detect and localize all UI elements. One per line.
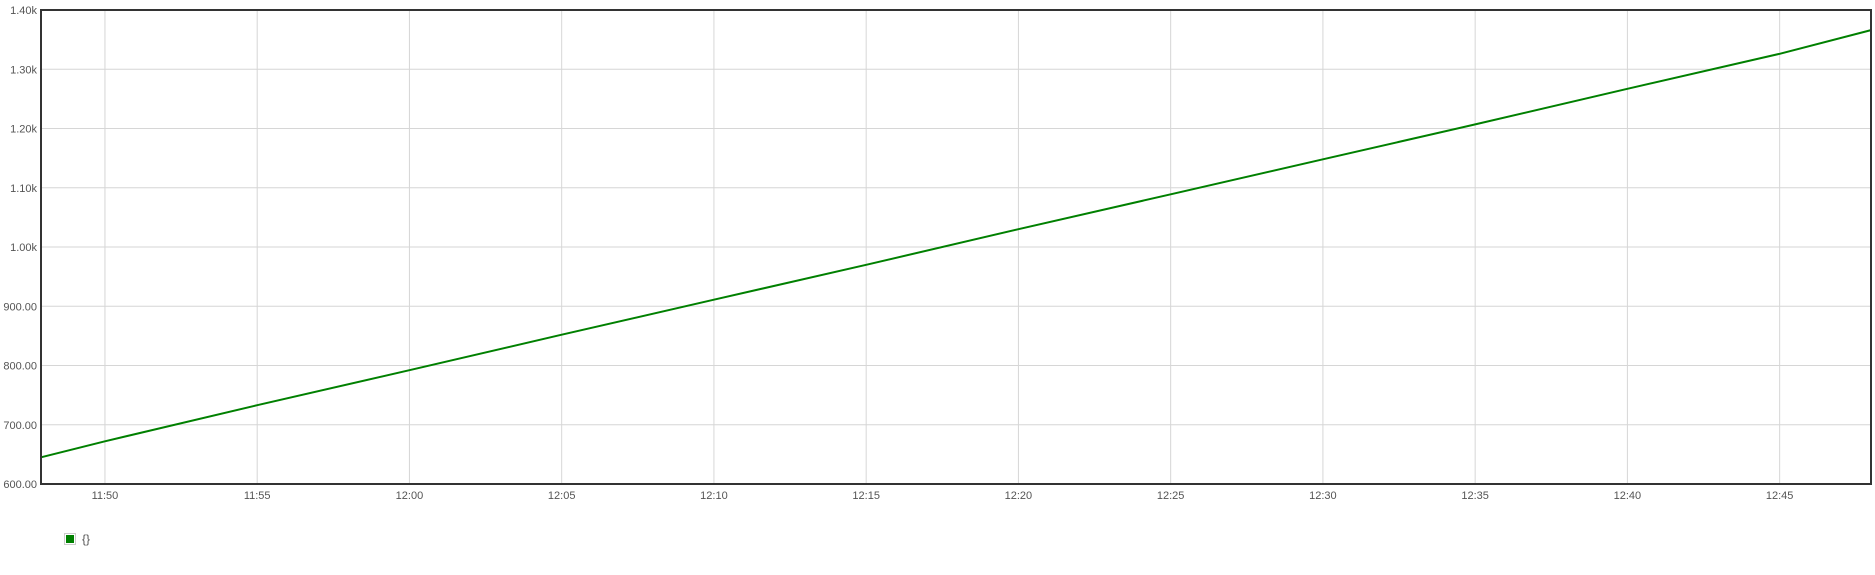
grid-lines <box>41 9 1871 485</box>
x-tick-label: 12:40 <box>1614 490 1642 502</box>
y-tick-label: 700.00 <box>3 420 37 432</box>
y-tick-label: 800.00 <box>3 361 37 373</box>
x-tick-label: 12:05 <box>548 490 576 502</box>
x-tick-label: 11:55 <box>244 490 271 502</box>
x-tick-label: 12:00 <box>396 490 424 502</box>
x-tick-label: 12:15 <box>852 490 880 502</box>
x-tick-label: 12:10 <box>700 490 728 502</box>
x-tick-label: 12:35 <box>1461 490 1489 502</box>
x-tick-label: 12:25 <box>1157 490 1185 502</box>
plot-frame <box>40 9 1872 485</box>
y-tick-label: 1.30k <box>10 64 37 76</box>
y-tick-label: 1.20k <box>10 124 37 136</box>
x-tick-label: 12:30 <box>1309 490 1337 502</box>
legend-swatch <box>64 533 76 545</box>
y-tick-label: 1.10k <box>10 183 37 195</box>
y-tick-label: 900.00 <box>3 301 37 313</box>
y-tick-label: 1.00k <box>10 242 37 254</box>
legend: {} <box>64 532 90 546</box>
series-line <box>40 29 1872 459</box>
y-tick-label: 600.00 <box>3 479 37 491</box>
x-axis: 11:50 11:55 12:00 12:05 12:10 12:15 12:20 12:25… <box>92 490 1794 502</box>
series-lines <box>40 29 1872 459</box>
y-axis: 600.00 700.00 800.00 900.00 1.00k 1.10k 1.20k 1… <box>3 5 37 491</box>
legend-color-box <box>66 535 74 543</box>
y-tick-label: 1.40k <box>10 5 37 17</box>
x-tick-label: 12:20 <box>1005 490 1033 502</box>
x-tick-label: 11:50 <box>92 490 119 502</box>
legend-series-label: {} <box>82 532 91 546</box>
x-tick-label: 12:45 <box>1766 490 1794 502</box>
